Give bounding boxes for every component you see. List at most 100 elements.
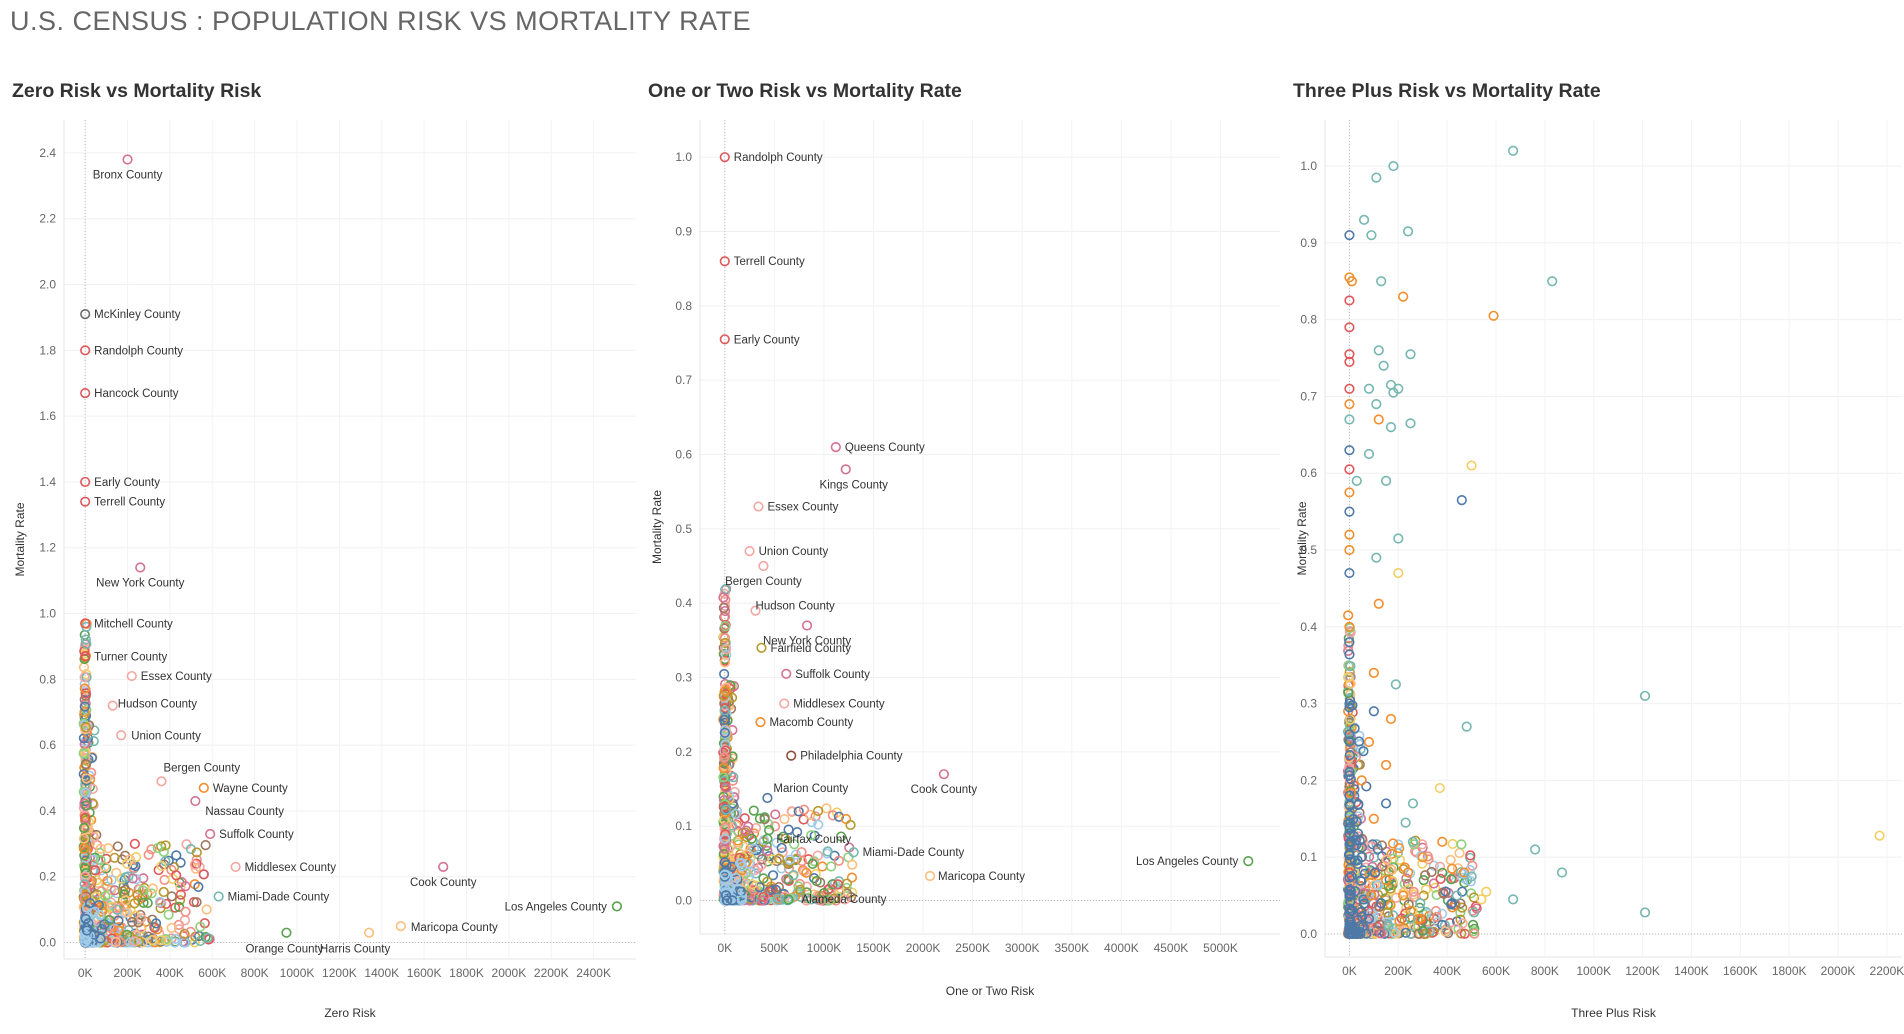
cluster-point[interactable] xyxy=(1457,918,1468,929)
cluster-point[interactable] xyxy=(738,841,749,853)
cluster-point[interactable] xyxy=(122,858,133,869)
labeled-point[interactable] xyxy=(80,496,91,507)
cluster-point[interactable] xyxy=(1356,906,1367,918)
cluster-point[interactable] xyxy=(846,872,858,883)
labeled-point[interactable] xyxy=(762,792,773,804)
cluster-point[interactable] xyxy=(96,923,108,935)
cluster-point[interactable] xyxy=(762,845,773,856)
cluster-point[interactable] xyxy=(1447,838,1458,850)
cluster-point[interactable] xyxy=(720,822,731,833)
cluster-point[interactable] xyxy=(120,884,131,895)
cluster-point[interactable] xyxy=(81,638,92,649)
cluster-point[interactable] xyxy=(1403,878,1414,890)
labeled-point[interactable] xyxy=(205,828,216,840)
cluster-point[interactable] xyxy=(726,861,738,873)
data-point[interactable] xyxy=(1556,867,1568,878)
cluster-point[interactable] xyxy=(195,921,206,932)
cluster-point[interactable] xyxy=(1345,889,1356,900)
cluster-point[interactable] xyxy=(812,850,823,861)
cluster-point[interactable] xyxy=(828,893,839,904)
cluster-point[interactable] xyxy=(95,854,106,866)
cluster-point[interactable] xyxy=(179,928,190,939)
cluster-point[interactable] xyxy=(1386,848,1397,859)
cluster-point[interactable] xyxy=(1345,916,1356,928)
data-point[interactable] xyxy=(1385,713,1397,725)
cluster-point[interactable] xyxy=(180,881,191,892)
cluster-point[interactable] xyxy=(773,881,784,893)
cluster-point[interactable] xyxy=(756,859,767,870)
cluster-point[interactable] xyxy=(1420,928,1432,939)
labeled-point[interactable] xyxy=(213,891,224,902)
cluster-point[interactable] xyxy=(776,863,787,874)
cluster-point[interactable] xyxy=(1373,880,1384,891)
cluster-point[interactable] xyxy=(720,685,731,696)
cluster-point[interactable] xyxy=(817,861,828,872)
cluster-point[interactable] xyxy=(1346,871,1357,882)
cluster-point[interactable] xyxy=(1369,879,1380,891)
data-point[interactable] xyxy=(1344,729,1355,740)
cluster-point[interactable] xyxy=(771,837,782,848)
cluster-point[interactable] xyxy=(720,782,732,794)
cluster-point[interactable] xyxy=(138,897,149,908)
cluster-point[interactable] xyxy=(798,804,810,815)
data-point[interactable] xyxy=(1874,830,1885,841)
cluster-point[interactable] xyxy=(79,738,90,750)
cluster-point[interactable] xyxy=(719,657,731,668)
cluster-point[interactable] xyxy=(1343,610,1354,621)
cluster-point[interactable] xyxy=(777,831,789,842)
labeled-point[interactable] xyxy=(80,618,91,629)
cluster-point[interactable] xyxy=(1343,633,1354,644)
cluster-point[interactable] xyxy=(1417,858,1428,869)
cluster-point[interactable] xyxy=(175,889,186,900)
cluster-point[interactable] xyxy=(1450,923,1461,935)
cluster-point[interactable] xyxy=(1371,839,1382,850)
cluster-point[interactable] xyxy=(179,915,191,926)
cluster-point[interactable] xyxy=(1345,661,1356,672)
cluster-point[interactable] xyxy=(1345,774,1356,785)
labeled-point[interactable] xyxy=(938,769,949,780)
cluster-point[interactable] xyxy=(190,863,201,874)
labeled-point[interactable] xyxy=(107,700,118,711)
cluster-point[interactable] xyxy=(790,849,802,860)
data-point[interactable] xyxy=(1385,422,1397,433)
cluster-point[interactable] xyxy=(111,867,122,878)
cluster-point[interactable] xyxy=(1344,850,1355,861)
cluster-point[interactable] xyxy=(779,813,790,825)
cluster-point[interactable] xyxy=(772,893,783,904)
cluster-point[interactable] xyxy=(757,895,768,906)
cluster-point[interactable] xyxy=(1351,816,1362,827)
cluster-point[interactable] xyxy=(821,803,832,814)
cluster-point[interactable] xyxy=(1389,927,1400,938)
cluster-point[interactable] xyxy=(1399,862,1410,873)
cluster-point[interactable] xyxy=(719,843,730,854)
cluster-point[interactable] xyxy=(827,810,839,821)
cluster-point[interactable] xyxy=(1345,678,1356,689)
cluster-point[interactable] xyxy=(1344,884,1355,895)
cluster-point[interactable] xyxy=(804,809,816,820)
cluster-point[interactable] xyxy=(1344,890,1355,902)
cluster-point[interactable] xyxy=(721,644,732,655)
cluster-point[interactable] xyxy=(718,801,729,813)
cluster-point[interactable] xyxy=(1345,627,1356,638)
cluster-point[interactable] xyxy=(100,890,111,902)
cluster-point[interactable] xyxy=(80,752,91,764)
cluster-point[interactable] xyxy=(201,904,212,915)
cluster-point[interactable] xyxy=(1358,894,1369,905)
cluster-point[interactable] xyxy=(1399,915,1410,926)
data-point[interactable] xyxy=(1368,706,1379,717)
cluster-point[interactable] xyxy=(112,904,123,915)
cluster-point[interactable] xyxy=(198,869,209,880)
cluster-point[interactable] xyxy=(146,844,157,855)
cluster-point[interactable] xyxy=(1372,843,1383,855)
cluster-point[interactable] xyxy=(1363,851,1375,862)
labeled-point[interactable] xyxy=(924,870,936,882)
cluster-point[interactable] xyxy=(127,873,138,884)
data-point[interactable] xyxy=(1368,667,1379,678)
cluster-point[interactable] xyxy=(154,896,166,908)
data-point[interactable] xyxy=(1468,907,1480,918)
cluster-point[interactable] xyxy=(719,727,731,738)
cluster-point[interactable] xyxy=(1442,928,1454,939)
cluster-point[interactable] xyxy=(79,798,90,809)
cluster-point[interactable] xyxy=(88,736,99,747)
cluster-point[interactable] xyxy=(166,891,177,902)
